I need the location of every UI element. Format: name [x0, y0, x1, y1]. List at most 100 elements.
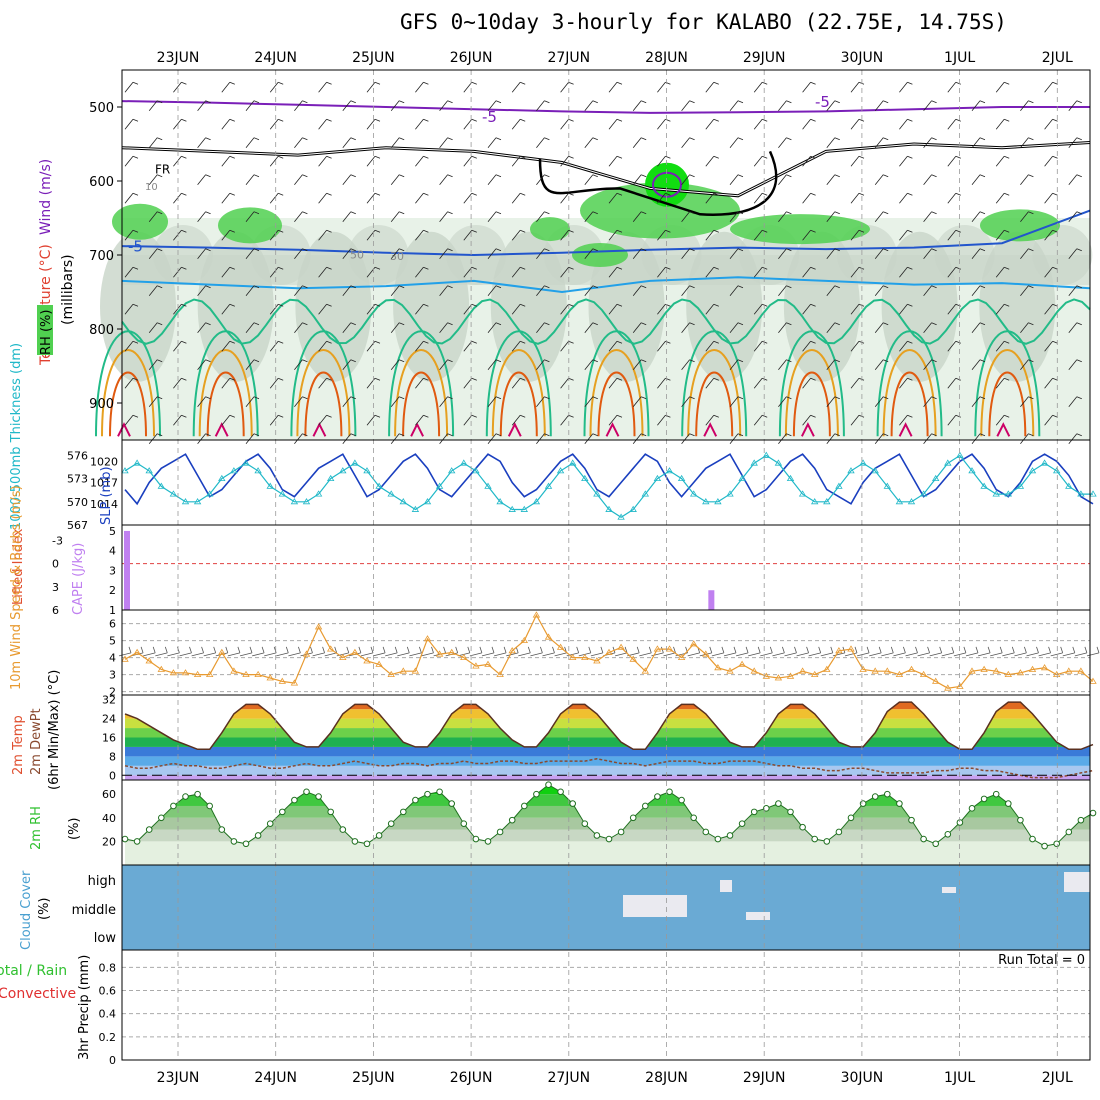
y-tick-label: 4: [109, 545, 116, 558]
rh-marker: [968, 805, 976, 812]
temperature-contour: [988, 371, 1027, 437]
temp-band: [125, 709, 1090, 719]
wind-barb: [197, 396, 211, 407]
wind-barb: [1020, 396, 1034, 407]
wind-barb: [1068, 137, 1082, 148]
wind-barb: [415, 303, 429, 315]
date-label-top: 26JUN: [450, 50, 493, 66]
wind-barb: [1068, 359, 1082, 370]
wind-barb: [530, 646, 543, 657]
wind-barb: [318, 155, 332, 167]
wind-barb: [511, 81, 526, 93]
thickness-marker: [798, 490, 807, 497]
y-tick-label: 573: [67, 473, 88, 486]
wind-barb: [269, 340, 284, 352]
y-axis-label-wind: Wind (m/s): [38, 159, 54, 235]
wind-barb: [778, 285, 792, 296]
wind-marker: [750, 667, 758, 674]
wind-barb: [366, 229, 381, 241]
thickness-marker: [1077, 490, 1085, 497]
wind-barb: [173, 303, 187, 315]
temperature-contour: [109, 371, 147, 437]
wind-barb: [705, 118, 719, 130]
wind-barb: [923, 211, 937, 222]
wind-barb: [487, 174, 502, 185]
rh-marker: [400, 808, 407, 816]
wind-barb: [729, 248, 744, 259]
wind-marker: [1004, 670, 1013, 677]
thickness-marker: [593, 490, 601, 497]
wind-barb: [632, 248, 647, 259]
wind-barb: [245, 396, 260, 407]
wind-barb: [608, 340, 623, 352]
wind-barb: [221, 229, 235, 241]
wind-barb: [1068, 211, 1082, 222]
y-axis-label-rain: Total / Rain: [0, 963, 67, 979]
wind-barb: [1020, 248, 1034, 259]
thickness-line: [124, 454, 1093, 519]
wind-marker: [326, 645, 335, 652]
wind-barb: [826, 396, 840, 407]
wind-barb: [608, 377, 623, 389]
y-axis-label-li: Lifted Index: [11, 528, 26, 605]
thickness-marker: [823, 498, 831, 505]
wind-barb: [536, 137, 550, 148]
wind-barb: [342, 285, 356, 296]
wind-barb: [487, 137, 502, 148]
rh-marker: [1017, 816, 1024, 824]
rh-marker: [980, 795, 988, 803]
y-tick-label: 3: [109, 669, 116, 682]
rh-marker: [1053, 840, 1060, 848]
rh-marker: [448, 800, 456, 807]
date-label-bottom: 26JUN: [450, 1070, 493, 1086]
wind-barb: [753, 303, 768, 315]
wind-barb: [197, 211, 211, 222]
rh-marker: [1005, 800, 1012, 807]
wind-barb: [560, 81, 574, 93]
rh-marker: [884, 790, 891, 798]
wind-marker: [1016, 669, 1025, 676]
rh-marker: [593, 832, 601, 839]
wind10m-panel: 2 3 4 5 6 10m Wind Speed & Barbs (m/s): [9, 485, 1100, 699]
wind-barb: [511, 118, 526, 130]
thickness-marker: [980, 482, 988, 489]
wind-barb: [802, 118, 816, 130]
rh-marker: [835, 828, 843, 836]
thickness-marker: [1040, 459, 1049, 466]
wind-barb: [360, 646, 374, 657]
thickness-marker: [532, 498, 541, 505]
thickness-marker: [617, 513, 625, 520]
wind-barb: [173, 340, 187, 352]
wind-barb: [778, 137, 792, 148]
date-label-bottom: 27JUN: [547, 1070, 590, 1086]
thickness-marker: [230, 467, 238, 474]
wind-marker: [871, 667, 879, 674]
contour-label: 10: [145, 182, 158, 193]
wind-barb: [560, 229, 574, 241]
temperature-contour: [876, 330, 943, 437]
y-axis-label-millibars: (millibars): [60, 254, 76, 325]
temp-band: [125, 737, 1090, 747]
wind-barb: [487, 322, 502, 333]
thickness-marker: [218, 474, 226, 482]
thickness-marker: [665, 467, 674, 474]
thickness-marker: [1052, 467, 1061, 474]
wind-barb: [463, 414, 477, 426]
wind-marker: [520, 636, 529, 643]
rh-marker: [279, 808, 286, 816]
thickness-marker: [581, 474, 589, 482]
rh-band: [125, 805, 1090, 818]
wind-barb: [753, 377, 768, 389]
wind-barb: [826, 174, 840, 185]
wind-barb: [536, 322, 550, 333]
date-label-top: 29JUN: [743, 50, 786, 66]
thickness-marker: [363, 467, 371, 474]
wind-barb: [1014, 646, 1027, 657]
wind-barb: [615, 646, 628, 657]
wind-barb: [971, 248, 986, 259]
wind-barb: [124, 377, 139, 389]
wind-barb: [173, 229, 187, 241]
wind-barb: [632, 322, 647, 333]
thickness-marker: [907, 498, 916, 505]
wind-barb: [729, 396, 744, 407]
